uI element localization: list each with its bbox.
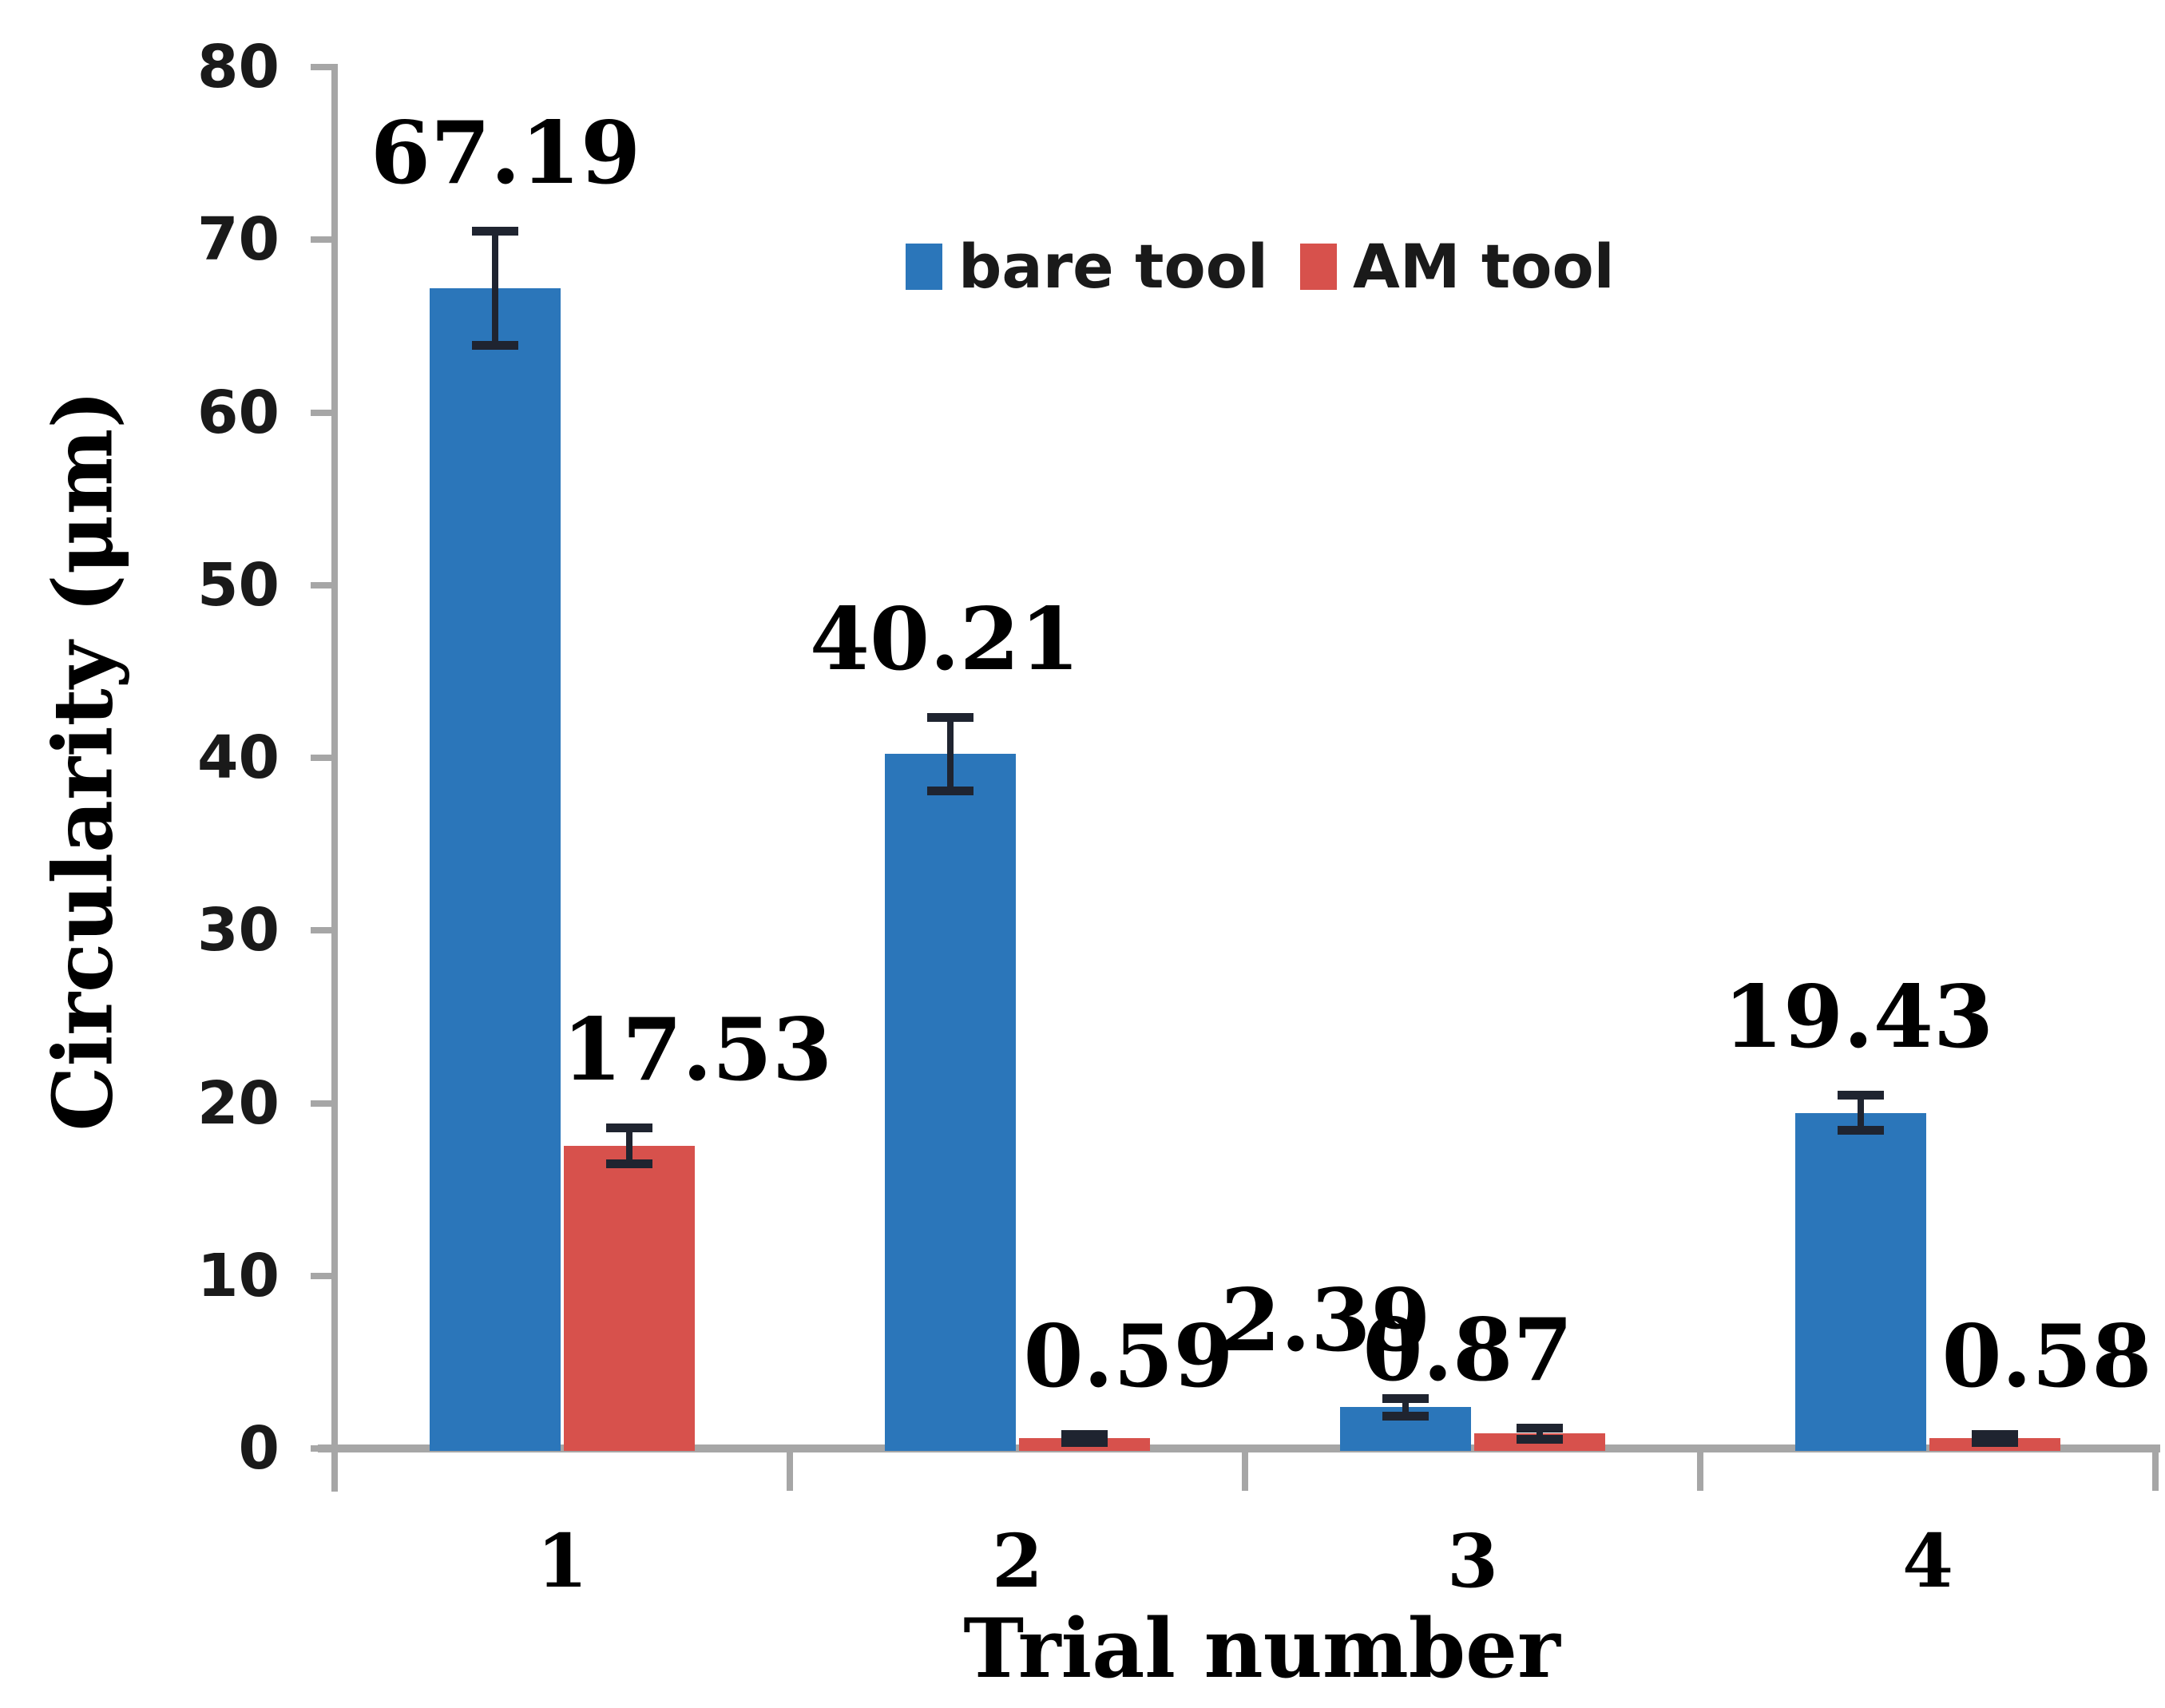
error-cap-top-bare-tool-trial-2	[927, 713, 973, 723]
value-label-bare-tool-trial-1: 67.19	[370, 102, 641, 204]
error-cap-top-AM-tool-trial-1	[606, 1123, 652, 1133]
error-bar-AM-tool-trial-3	[1537, 1428, 1543, 1439]
error-cap-bottom-bare-tool-trial-2	[927, 786, 973, 795]
legend-item-bare-tool: bare tool	[906, 235, 1268, 299]
value-label-AM-tool-trial-3: 0.87	[1362, 1299, 1573, 1401]
value-label-bare-tool-trial-3: 2.39	[1220, 1270, 1431, 1371]
error-cap-top-AM-tool-trial-4	[1972, 1430, 2018, 1440]
y-tick-20	[311, 1100, 331, 1107]
error-bar-bare-tool-trial-1	[492, 231, 498, 346]
y-tick-label-20: 20	[197, 1068, 280, 1138]
bar-AM-tool-trial-1	[564, 1145, 695, 1451]
x-axis-title: Trial number	[963, 1601, 1560, 1697]
error-cap-top-bare-tool-trial-1	[472, 226, 518, 236]
y-tick-50	[311, 581, 331, 588]
error-cap-top-bare-tool-trial-4	[1838, 1091, 1884, 1100]
error-cap-top-AM-tool-trial-2	[1061, 1429, 1108, 1439]
y-tick-70	[311, 236, 331, 244]
bar-bare-tool-trial-4	[1795, 1112, 1926, 1451]
legend-item-am-tool: AM tool	[1300, 235, 1615, 299]
y-tick-label-30: 30	[197, 896, 280, 965]
y-tick-label-40: 40	[197, 723, 280, 792]
error-cap-bottom-AM-tool-trial-3	[1517, 1434, 1563, 1444]
y-tick-60	[311, 409, 331, 416]
value-label-bare-tool-trial-4: 19.43	[1723, 967, 1994, 1068]
x-tick-label-3: 3	[1446, 1518, 1498, 1604]
legend-swatch-bare-tool-icon	[906, 244, 942, 290]
y-tick-40	[311, 755, 331, 761]
error-bar-bare-tool-trial-4	[1858, 1096, 1864, 1131]
value-label-bare-tool-trial-2: 40.21	[809, 589, 1081, 691]
error-bar-bare-tool-trial-2	[947, 718, 954, 791]
y-axis-line	[331, 64, 338, 1492]
value-label-AM-tool-trial-4: 0.58	[1941, 1306, 2152, 1408]
x-tick-0	[331, 1452, 338, 1491]
legend-label-bare-tool: bare tool	[958, 231, 1268, 302]
x-tick-3	[1697, 1452, 1703, 1491]
x-axis-line	[318, 1444, 2160, 1452]
x-tick-label-2: 2	[991, 1518, 1043, 1604]
error-cap-bottom-bare-tool-trial-3	[1382, 1412, 1429, 1421]
value-label-AM-tool-trial-1: 17.53	[561, 1000, 833, 1101]
y-tick-label-80: 80	[197, 33, 280, 101]
error-cap-bottom-AM-tool-trial-2	[1061, 1437, 1108, 1447]
y-tick-80	[311, 64, 331, 70]
y-tick-label-60: 60	[197, 378, 280, 447]
y-tick-label-70: 70	[197, 205, 280, 275]
bar-bare-tool-trial-1	[430, 288, 561, 1451]
error-cap-top-bare-tool-trial-3	[1382, 1393, 1429, 1403]
y-tick-0	[311, 1445, 331, 1452]
x-tick-2	[1242, 1452, 1248, 1491]
error-cap-bottom-bare-tool-trial-1	[472, 341, 518, 351]
error-bar-bare-tool-trial-3	[1402, 1398, 1409, 1417]
y-tick-label-10: 10	[197, 1241, 280, 1310]
y-tick-10	[311, 1272, 331, 1279]
error-cap-top-AM-tool-trial-3	[1517, 1423, 1563, 1433]
y-tick-30	[311, 927, 331, 934]
legend-swatch-am-tool-icon	[1300, 244, 1337, 290]
y-tick-label-50: 50	[197, 550, 280, 620]
error-cap-bottom-AM-tool-trial-1	[606, 1159, 652, 1168]
y-tick-label-0: 0	[238, 1414, 280, 1483]
bar-bare-tool-trial-2	[885, 754, 1016, 1451]
value-label-AM-tool-trial-2: 0.59	[1023, 1306, 1234, 1407]
x-tick-label-1: 1	[536, 1518, 588, 1604]
x-tick-1	[787, 1452, 793, 1491]
error-bar-AM-tool-trial-1	[626, 1128, 632, 1163]
legend-label-am-tool: AM tool	[1353, 231, 1615, 302]
x-tick-4	[2152, 1452, 2159, 1491]
error-cap-bottom-AM-tool-trial-4	[1972, 1437, 2018, 1447]
x-tick-label-4: 4	[1901, 1518, 1953, 1604]
error-cap-bottom-bare-tool-trial-4	[1838, 1126, 1884, 1135]
